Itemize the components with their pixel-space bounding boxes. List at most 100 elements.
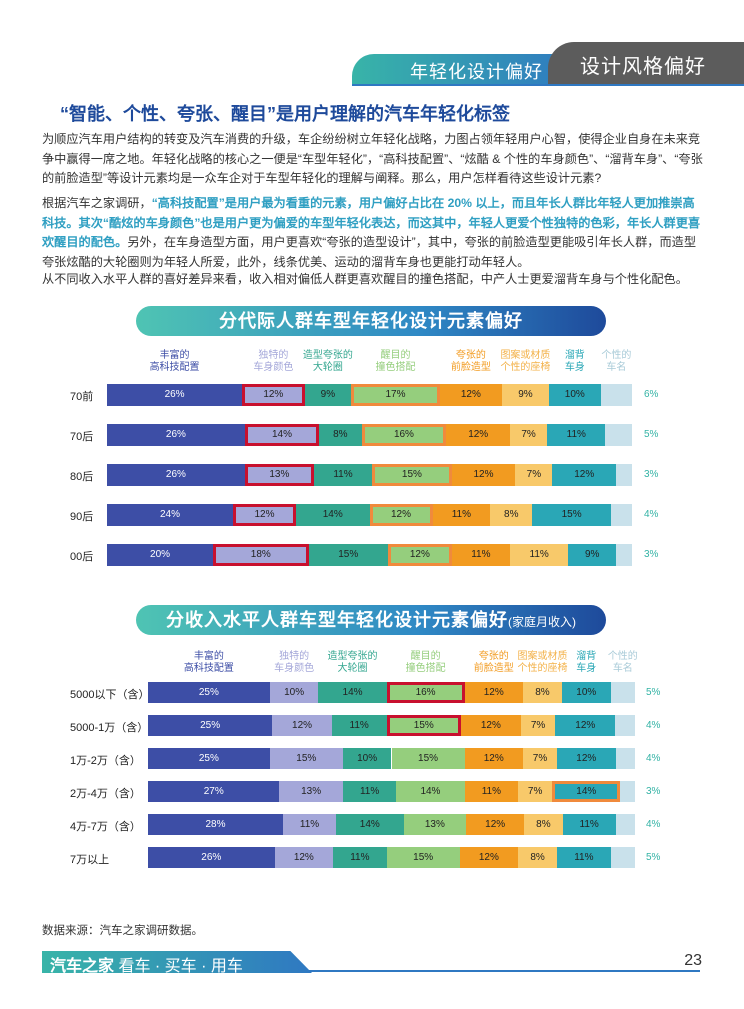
legend-line: 个性的 [607,651,638,662]
chart1-legend-3: 造型夸张的 大轮圈 [294,350,362,374]
chart1-end-value: 6% [644,389,659,400]
legend-line: 车身 [576,663,597,674]
legend-line: 车名 [606,362,627,373]
legend-line: 图案或材质 [500,350,551,361]
chart1-bar-segment: 9% [568,544,617,566]
chart2-legend-8: 个性的 车名 [589,651,657,675]
page-header: 年轻化设计偏好 设计风格偏好 [0,42,744,86]
chart1-title: 分代际人群车型年轻化设计元素偏好 [136,306,606,336]
chart2-legend-6: 图案或材质 个性的座椅 [508,651,576,675]
chart1-bar-segment: 7% [515,464,553,486]
chart1-bar-segment: 18% [213,544,309,566]
chart1-legend-2: 独特的 车身颜色 [239,350,307,374]
legend-line: 溜背 [564,350,585,361]
paragraph-findings: 根据汽车之家调研，“高科技配置”是用户最为看重的元素，用户偏好占比在 20% 以… [42,194,706,272]
chart1-bar-segment: 12% [446,424,511,446]
chart2-title-text: 分收入水平人群车型年轻化设计元素偏好 [166,610,508,630]
chart2-bar-segment: 14% [552,781,621,802]
chapter-label: 设计风格偏好 [580,56,706,78]
chart1-end-value: 3% [644,469,659,480]
chart1-legend-5: 夸张的 前脸造型 [437,350,505,374]
chart1-bar-segment: 12% [552,464,617,486]
chart1-title-text: 分代际人群车型年轻化设计元素偏好 [219,311,523,331]
chart2-end-value: 4% [646,819,661,830]
chapter-tab: 设计风格偏好 [548,42,744,84]
chart1-bar-segment: 26% [107,464,245,486]
chart2-bar-segment: 10% [561,682,611,703]
chart2-bar-segment: 12% [464,748,523,769]
chart2-bar-segment: 12% [464,682,523,703]
legend-line: 前脸造型 [473,663,514,674]
chart2-bar-segment: 10% [342,748,392,769]
chart1-bar-segment: 12% [242,384,305,406]
chart1-bar-segment: 12% [451,464,516,486]
legend-line: 高科技配置 [183,663,234,674]
chart1-bar-segment [616,544,632,566]
chart2-bar-segment: 11% [464,781,519,802]
chart2-bar-segment: 13% [403,814,467,835]
chart1-row-label: 00后 [70,551,94,563]
chart2-row-label: 5000以下（含） [70,689,150,701]
chart2-bar-segment: 25% [148,682,270,703]
chart2-legend-2: 独特的 车身颜色 [260,651,328,675]
chart1-bar-segment: 16% [361,424,447,446]
chart2-bar-segment: 27% [148,781,280,802]
chart2-row-label: 5000-1万（含） [70,722,149,734]
chart1-bar-segment: 11% [432,504,491,526]
chart2-bar-segment: 12% [466,814,525,835]
legend-line: 车名 [612,663,633,674]
footer-brand-name: 汽车之家 [50,958,115,975]
chart1-bar-segment: 12% [233,504,296,526]
chart1-legend-6: 图案或材质 个性的座椅 [491,350,559,374]
chart1-bar-segment [605,424,632,446]
footer-rule [42,970,700,972]
chart2-bar-segment [620,781,635,802]
chart2-bar-segment: 8% [518,847,558,868]
legend-line: 前脸造型 [450,362,491,373]
chart2-bar-segment: 7% [522,748,558,769]
page-number: 23 [684,952,702,969]
chart1-bar-segment: 15% [308,544,389,566]
chart1-bar-segment: 20% [107,544,214,566]
legend-line: 醒目的 [380,350,411,361]
chart2-end-value: 3% [646,786,661,797]
legend-line: 丰富的 [193,651,224,662]
chart2-bar-segment: 13% [279,781,343,802]
chart2-bar-segment: 15% [391,748,465,769]
chart1-bar-segment: 10% [548,384,601,406]
chart2-legend-7: 溜背 车身 [552,651,620,675]
legend-line: 图案或材质 [517,651,568,662]
chart1-bar-segment: 9% [304,384,352,406]
chart2-bar-segment: 14% [318,682,387,703]
chart1-bar-segment: 26% [107,384,243,406]
section-tab: 年轻化设计偏好 [352,54,582,84]
chart2-bar-segment: 7% [520,715,556,736]
chart1-bar-segment: 13% [244,464,314,486]
chart2-legend-5: 夸张的 前脸造型 [460,651,528,675]
paragraph-findings-lead: 根据汽车之家调研， [42,196,152,210]
chart2-bar-segment: 25% [148,748,270,769]
chart1-row-label: 90后 [70,511,94,523]
legend-line: 造型夸张的 [327,651,378,662]
chart1-row-label: 70后 [70,431,94,443]
chart1-row-label: 80后 [70,471,94,483]
legend-line: 车身颜色 [253,362,294,373]
chart1-legend-7: 溜背 车身 [541,350,609,374]
legend-line: 溜背 [576,651,597,662]
chart2-bar-segment: 10% [269,682,319,703]
chart1-bar-segment: 17% [351,384,440,406]
chart1-bar-segment: 8% [319,424,362,446]
chart2-bar-segment: 12% [274,847,334,868]
chart1-bar-segment [611,504,632,526]
chart2-bar-segment: 11% [557,847,611,868]
chart2-row-label: 1万-2万（含） [70,755,141,767]
legend-line: 大轮圈 [337,663,368,674]
chart2-bar-segment: 12% [461,715,521,736]
paragraph-income: 从不同收入水平人群的喜好差异来看，收入相对偏低人群更喜欢醒目的撞色搭配，中产人士… [42,272,688,286]
chart1-bar-segment: 14% [296,504,370,526]
chart1-bar-segment: 11% [313,464,373,486]
chart1-bar-segment: 7% [510,424,548,446]
chart1-end-value: 3% [644,549,659,560]
chart2-row-label: 2万-4万（含） [70,788,141,800]
section-label: 年轻化设计偏好 [410,62,543,82]
